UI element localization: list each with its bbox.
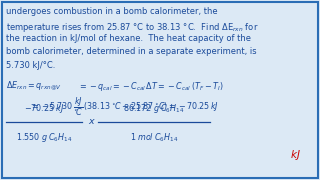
Text: $kJ$: $kJ$ bbox=[290, 148, 300, 162]
Text: temperature rises from 25.87 °C to 38.13 °C.  Find ΔE$_{rxn}$ for: temperature rises from 25.87 °C to 38.13… bbox=[6, 21, 259, 33]
Text: $= -q_{cal} = -C_{cal}\,\Delta T = -C_{cal}\,(T_F - T_I)$: $= -q_{cal} = -C_{cal}\,\Delta T = -C_{c… bbox=[78, 80, 224, 93]
Text: $= -5.730\,\dfrac{kJ}{^{\circ}\!C}\,(38.13\,^{\circ}C - 25.87\,^{\circ}C) = -70.: $= -5.730\,\dfrac{kJ}{^{\circ}\!C}\,(38.… bbox=[30, 95, 219, 118]
Text: $1\;mol\;C_6H_{14}$: $1\;mol\;C_6H_{14}$ bbox=[130, 131, 178, 143]
Text: $x$: $x$ bbox=[88, 116, 96, 125]
Text: $\Delta E_{rxn}= q_{rxn@V}$: $\Delta E_{rxn}= q_{rxn@V}$ bbox=[6, 80, 62, 93]
Text: $-70.25\;kJ$: $-70.25\;kJ$ bbox=[24, 102, 64, 115]
FancyBboxPatch shape bbox=[2, 2, 318, 178]
Text: the reaction in kJ/mol of hexane.  The heat capacity of the: the reaction in kJ/mol of hexane. The he… bbox=[6, 34, 251, 43]
Text: undergoes combustion in a bomb calorimeter, the: undergoes combustion in a bomb calorimet… bbox=[6, 7, 218, 16]
Text: $86.172\;g\;C_6H_{14}$: $86.172\;g\;C_6H_{14}$ bbox=[123, 102, 185, 115]
Text: bomb calorimeter, determined in a separate experiment, is: bomb calorimeter, determined in a separa… bbox=[6, 48, 257, 57]
Text: $1.550\;g\;C_6H_{14}$: $1.550\;g\;C_6H_{14}$ bbox=[16, 131, 72, 144]
Text: 5.730 kJ/°C.: 5.730 kJ/°C. bbox=[6, 61, 55, 70]
